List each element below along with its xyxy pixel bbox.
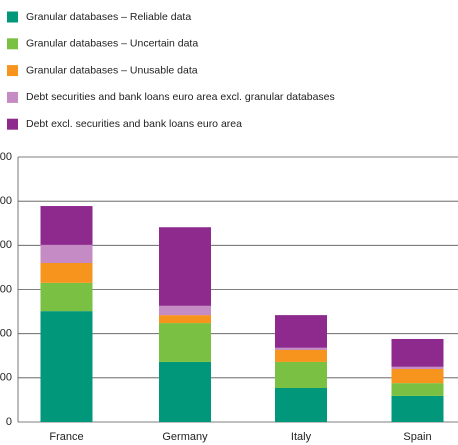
y-tick-label: 100 [0, 372, 12, 384]
legend-swatch [7, 118, 18, 130]
bar-segment [391, 383, 444, 396]
x-tick-label: Italy [291, 431, 312, 443]
legend-swatch [7, 38, 18, 50]
bar-segment [159, 305, 211, 316]
bar-segment [391, 338, 444, 367]
y-tick-label: 300 [0, 283, 12, 295]
x-tick-label: Germany [162, 431, 208, 443]
y-tick-label: 400 [0, 239, 12, 251]
y-tick-label: 500 [0, 195, 12, 207]
bar-segment [159, 361, 211, 422]
legend-label: Granular databases – Unusable data [26, 64, 198, 76]
legend-label: Debt securities and bank loans euro area… [26, 91, 335, 103]
bar-segment [40, 206, 93, 245]
bar-segment [159, 315, 211, 324]
legend-label: Granular databases – Reliable data [26, 11, 191, 23]
bar-segment [40, 311, 93, 422]
y-tick-label: 200 [0, 328, 12, 340]
bar-segment [159, 227, 211, 306]
bar-segment [40, 263, 93, 283]
legend-swatch [7, 65, 18, 77]
bar-segment [275, 387, 327, 422]
bar-segment [391, 369, 444, 384]
y-tick-label: 0 [6, 416, 12, 428]
bar-segment [40, 282, 93, 312]
bar-segment [275, 347, 327, 351]
legend-swatch [7, 91, 18, 103]
x-tick-label: Spain [403, 431, 431, 443]
bar-segment [391, 395, 444, 422]
y-tick-label: 600 [0, 151, 12, 163]
legend-label: Debt excl. securities and bank loans eur… [26, 118, 242, 130]
bar-segment [159, 323, 211, 362]
bar-segment [275, 361, 327, 388]
bar-segment [275, 315, 327, 348]
legend-swatch [7, 11, 18, 23]
legend-label: Granular databases – Uncertain data [26, 38, 198, 50]
bar-segment [40, 244, 93, 263]
bar-segment [275, 350, 327, 362]
bar-segment [391, 366, 444, 369]
x-tick-label: France [49, 431, 83, 443]
